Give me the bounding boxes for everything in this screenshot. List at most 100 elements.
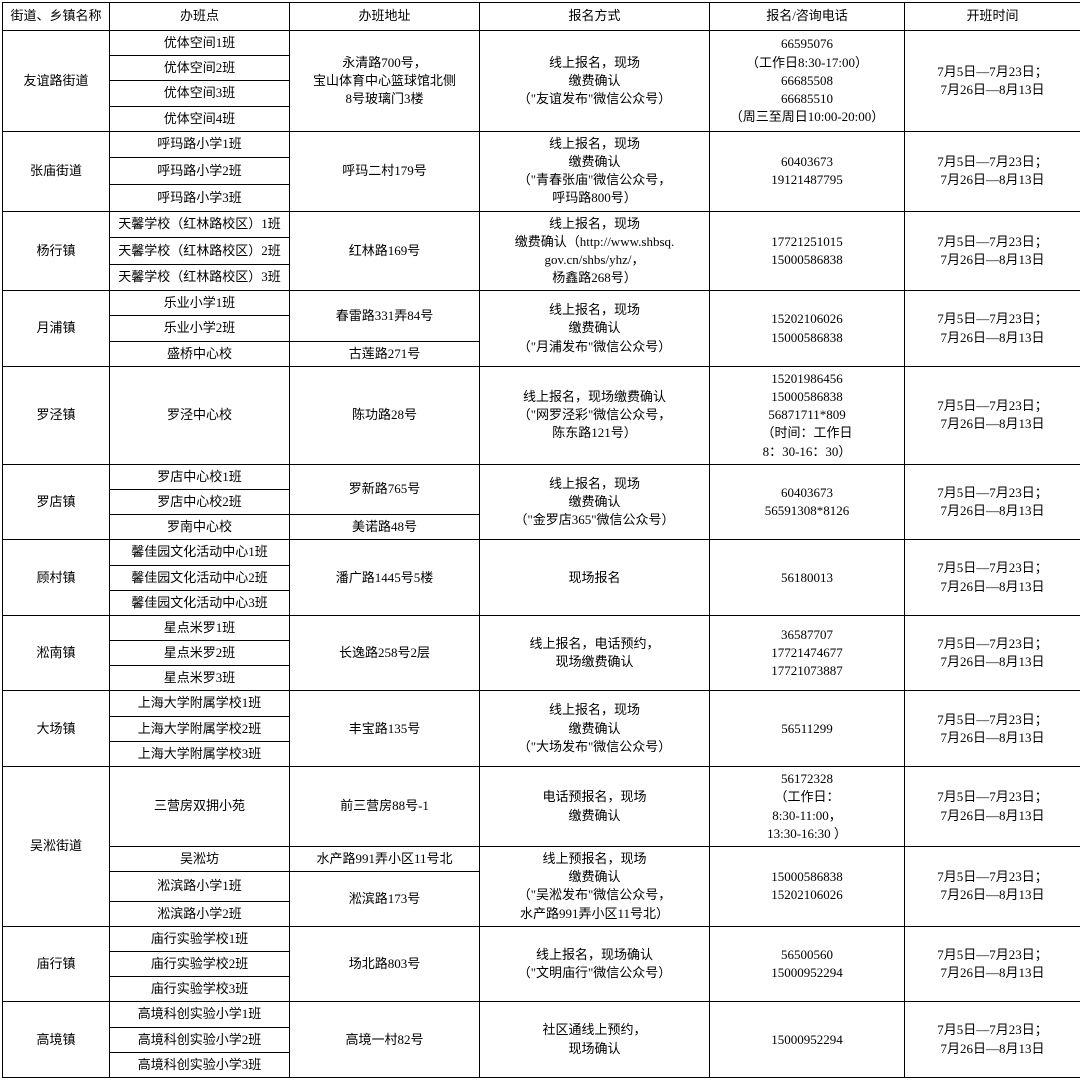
- schedule: 7月5日—7月23日；7月26日—8月13日: [905, 1002, 1080, 1078]
- telephone: 1772125101515000586838: [710, 211, 905, 291]
- table-row: 友谊路街道 优体空间1班 永清路700号，宝山体育中心篮球馆北侧8号玻璃门3楼 …: [3, 31, 1080, 56]
- class-point: 呼玛路小学1班: [110, 131, 290, 158]
- district-name: 杨行镇: [3, 211, 110, 291]
- address: 场北路803号: [290, 926, 480, 1002]
- telephone: 56180013: [710, 540, 905, 616]
- class-point: 罗南中心校: [110, 515, 290, 540]
- address: 春雷路331弄84号: [290, 291, 480, 341]
- registration: 现场报名: [480, 540, 710, 616]
- class-point: 上海大学附属学校3班: [110, 741, 290, 766]
- class-point: 罗店中心校1班: [110, 464, 290, 489]
- h-name: 街道、乡镇名称: [3, 3, 110, 31]
- district-name: 高境镇: [3, 1002, 110, 1078]
- address: 罗新路765号: [290, 464, 480, 514]
- district-name: 大场镇: [3, 691, 110, 767]
- class-point: 庙行实验学校2班: [110, 951, 290, 976]
- telephone: 15000952294: [710, 1002, 905, 1078]
- class-point: 优体空间2班: [110, 56, 290, 81]
- class-point: 天馨学校（红林路校区）2班: [110, 238, 290, 265]
- class-point: 优体空间4班: [110, 106, 290, 131]
- table-row: 罗泾镇 罗泾中心校 陈功路28号 线上报名，现场缴费确认（"网罗泾彩"微信公众号…: [3, 366, 1080, 464]
- telephone: 6040367356591308*8126: [710, 464, 905, 540]
- table-row: 吴淞坊 水产路991弄小区11号北 线上预报名，现场缴费确认（"吴淞发布"微信公…: [3, 847, 1080, 872]
- schedule: 7月5日—7月23日；7月26日—8月13日: [905, 31, 1080, 132]
- telephone: 152019864561500058683856871711*809（时间：工作…: [710, 366, 905, 464]
- telephone: 1520210602615000586838: [710, 291, 905, 367]
- registration: 线上报名，现场缴费确认（"金罗店365"微信公众号）: [480, 464, 710, 540]
- address: 潘广路1445号5楼: [290, 540, 480, 616]
- telephone: 66595076（工作日8:30-17:00）6668550866685510（…: [710, 31, 905, 132]
- class-point: 上海大学附属学校1班: [110, 691, 290, 716]
- table-row: 庙行镇 庙行实验学校1班 场北路803号 线上报名，现场确认（"文明庙行"微信公…: [3, 926, 1080, 951]
- table-row: 杨行镇 天馨学校（红林路校区）1班 红林路169号 线上报名，现场缴费确认（ht…: [3, 211, 1080, 238]
- address: 水产路991弄小区11号北: [290, 847, 480, 872]
- schedule: 7月5日—7月23日；7月26日—8月13日: [905, 540, 1080, 616]
- h-sched: 开班时间: [905, 3, 1080, 31]
- registration: 线上报名，现场缴费确认（"网罗泾彩"微信公众号，陈东路121号）: [480, 366, 710, 464]
- registration: 线上报名，现场缴费确认（"青春张庙"微信公众号，呼玛路800号）: [480, 131, 710, 211]
- schedule: 7月5日—7月23日；7月26日—8月13日: [905, 366, 1080, 464]
- schedule-table: 街道、乡镇名称 办班点 办班地址 报名方式 报名/咨询电话 开班时间 友谊路街道…: [2, 2, 1080, 1078]
- class-point: 馨佳园文化活动中心2班: [110, 565, 290, 590]
- address: 长逸路258号2层: [290, 615, 480, 691]
- registration: 电话预报名，现场缴费确认: [480, 767, 710, 847]
- header-row: 街道、乡镇名称 办班点 办班地址 报名方式 报名/咨询电话 开班时间: [3, 3, 1080, 31]
- registration: 社区通线上预约，现场确认: [480, 1002, 710, 1078]
- registration: 线上报名，现场缴费确认（"大场发布"微信公众号）: [480, 691, 710, 767]
- class-point: 优体空间1班: [110, 31, 290, 56]
- telephone: 5650056015000952294: [710, 926, 905, 1002]
- class-point: 淞滨路小学2班: [110, 901, 290, 926]
- table-row: 月浦镇 乐业小学1班 春雷路331弄84号 线上报名，现场缴费确认（"月浦发布"…: [3, 291, 1080, 316]
- district-name: 吴淞街道: [3, 767, 110, 927]
- address: 美诺路48号: [290, 515, 480, 540]
- class-point: 乐业小学2班: [110, 316, 290, 341]
- registration: 线上报名，电话预约，现场缴费确认: [480, 615, 710, 691]
- district-name: 顾村镇: [3, 540, 110, 616]
- registration: 线上报名，现场缴费确认（http://www.shbsq.gov.cn/shbs…: [480, 211, 710, 291]
- registration: 线上报名，现场缴费确认（"友谊发布"微信公众号）: [480, 31, 710, 132]
- registration: 线上报名，现场确认（"文明庙行"微信公众号）: [480, 926, 710, 1002]
- schedule: 7月5日—7月23日；7月26日—8月13日: [905, 131, 1080, 211]
- class-point: 呼玛路小学2班: [110, 158, 290, 185]
- telephone: 56511299: [710, 691, 905, 767]
- district-name: 张庙街道: [3, 131, 110, 211]
- telephone: 6040367319121487795: [710, 131, 905, 211]
- schedule: 7月5日—7月23日；7月26日—8月13日: [905, 464, 1080, 540]
- class-point: 庙行实验学校1班: [110, 926, 290, 951]
- class-point: 星点米罗1班: [110, 615, 290, 640]
- h-tel: 报名/咨询电话: [710, 3, 905, 31]
- class-point: 庙行实验学校3班: [110, 977, 290, 1002]
- class-point: 天馨学校（红林路校区）3班: [110, 264, 290, 291]
- class-point: 上海大学附属学校2班: [110, 716, 290, 741]
- schedule: 7月5日—7月23日；7月26日—8月13日: [905, 691, 1080, 767]
- table-row: 顾村镇 馨佳园文化活动中心1班 潘广路1445号5楼 现场报名 56180013…: [3, 540, 1080, 565]
- table-row: 吴淞街道 三营房双拥小苑 前三营房88号-1 电话预报名，现场缴费确认 5617…: [3, 767, 1080, 847]
- telephone: 56172328（工作日：8:30-11:00，13:30-16:30 ）: [710, 767, 905, 847]
- class-point: 高境科创实验小学2班: [110, 1027, 290, 1052]
- address: 丰宝路135号: [290, 691, 480, 767]
- h-point: 办班点: [110, 3, 290, 31]
- class-point: 高境科创实验小学3班: [110, 1052, 290, 1077]
- address: 红林路169号: [290, 211, 480, 291]
- h-reg: 报名方式: [480, 3, 710, 31]
- registration: 线上预报名，现场缴费确认（"吴淞发布"微信公众号，水产路991弄小区11号北）: [480, 847, 710, 927]
- district-name: 友谊路街道: [3, 31, 110, 132]
- address: 永清路700号，宝山体育中心篮球馆北侧8号玻璃门3楼: [290, 31, 480, 132]
- registration: 线上报名，现场缴费确认（"月浦发布"微信公众号）: [480, 291, 710, 367]
- class-point: 吴淞坊: [110, 847, 290, 872]
- schedule: 7月5日—7月23日；7月26日—8月13日: [905, 926, 1080, 1002]
- class-point: 星点米罗2班: [110, 641, 290, 666]
- telephone: 1500058683815202106026: [710, 847, 905, 927]
- class-point: 优体空间3班: [110, 81, 290, 106]
- table-row: 罗店镇 罗店中心校1班 罗新路765号 线上报名，现场缴费确认（"金罗店365"…: [3, 464, 1080, 489]
- class-point: 高境科创实验小学1班: [110, 1002, 290, 1027]
- class-point: 三营房双拥小苑: [110, 767, 290, 847]
- schedule: 7月5日—7月23日；7月26日—8月13日: [905, 767, 1080, 847]
- district-name: 罗泾镇: [3, 366, 110, 464]
- address: 前三营房88号-1: [290, 767, 480, 847]
- district-name: 淞南镇: [3, 615, 110, 691]
- class-point: 星点米罗3班: [110, 666, 290, 691]
- class-point: 呼玛路小学3班: [110, 184, 290, 211]
- h-addr: 办班地址: [290, 3, 480, 31]
- class-point: 馨佳园文化活动中心3班: [110, 590, 290, 615]
